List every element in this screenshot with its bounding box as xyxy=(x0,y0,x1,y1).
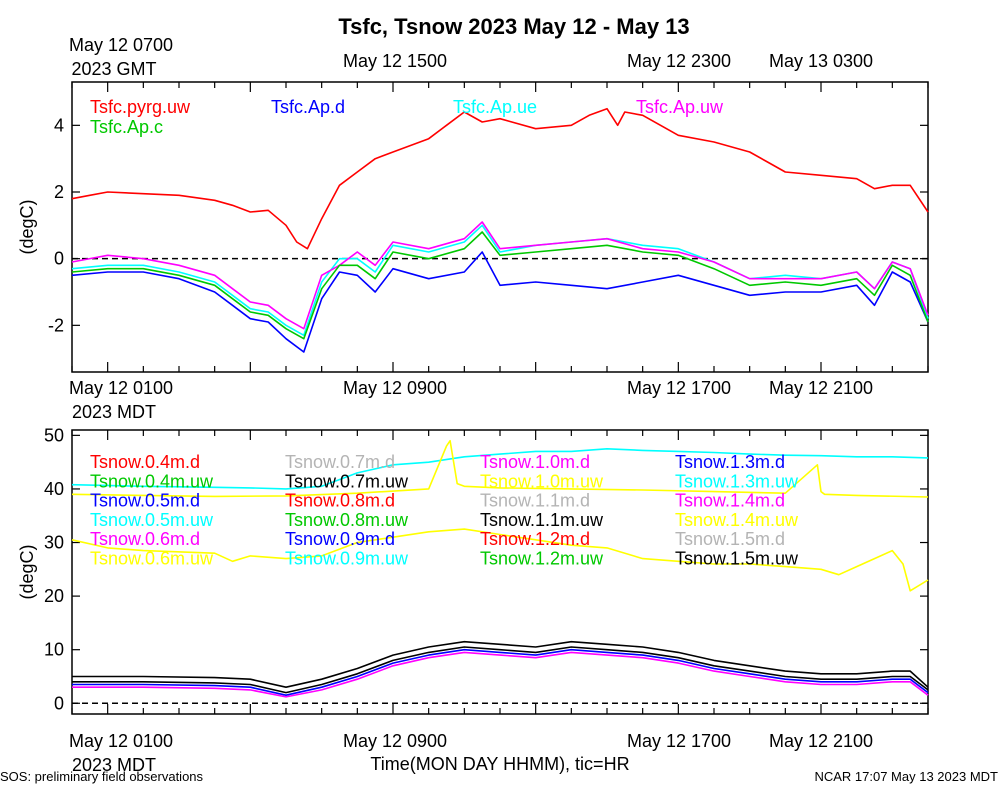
tsnow-panel: 0 10 20 30 40 50 (degC) Tsnow.0.4m.dTsnow.0.4… xyxy=(17,425,929,715)
tsnow-legend-tsnow-1-1m-d: Tsnow.1.1m.d xyxy=(480,491,590,511)
tsnow-legend-tsnow-1-1m-uw: Tsnow.1.1m.uw xyxy=(480,510,604,530)
tsnow-legend-tsnow-0-7m-uw: Tsnow.0.7m.uw xyxy=(285,471,409,491)
tsfc-plot-frame xyxy=(71,81,929,373)
tsfc-axis-ticks: -2 0 2 4 xyxy=(48,82,929,372)
tsnow-legend-tsnow-1-4m-uw: Tsnow.1.4m.uw xyxy=(675,510,799,530)
tsfc-y-tick-label: 4 xyxy=(54,115,64,135)
tsfc-series-line-tsfc-ap-c xyxy=(71,231,929,340)
tsnow-legend-tsnow-1-3m-d: Tsnow.1.3m.d xyxy=(675,452,785,472)
tsfc-y-axis-label: (degC) xyxy=(17,199,37,254)
tsfc-legend-tsfc-ap-uw: Tsfc.Ap.uw xyxy=(636,97,724,117)
top-axis-label-1: May 12 1500 xyxy=(343,51,447,71)
tsnow-y-tick-label: 20 xyxy=(44,586,64,606)
tsnow-series-line-tsnow-1-5m-uw xyxy=(72,646,929,694)
mid-axis-label-0: May 12 0100 xyxy=(69,378,173,398)
tsnow-legend-tsnow-1-0m-d: Tsnow.1.0m.d xyxy=(480,452,590,472)
tsnow-series-line-tsnow-1-4m-d xyxy=(72,651,929,698)
tsnow-legend-tsnow-0-6m-d: Tsnow.0.6m.d xyxy=(90,529,200,549)
chart-title: Tsfc, Tsnow 2023 May 12 - May 13 xyxy=(338,14,689,39)
tsnow-legend-tsnow-0-7m-d: Tsnow.0.7m.d xyxy=(285,452,395,472)
tsnow-y-tick-label: 0 xyxy=(54,693,64,713)
tsfc-series-line-tsfc-ap-ue xyxy=(71,224,929,337)
tsnow-series-line-tsnow-1-1m-uw xyxy=(72,640,929,689)
tsnow-legend-tsnow-0-4m-uw: Tsnow.0.4m.uw xyxy=(90,471,214,491)
tsfc-y-tick-label: 0 xyxy=(54,249,64,269)
tsnow-legend-tsnow-1-2m-d: Tsnow.1.2m.d xyxy=(480,529,590,549)
tsnow-legend-tsnow-0-9m-uw: Tsnow.0.9m.uw xyxy=(285,549,409,569)
tsnow-y-tick-label: 30 xyxy=(44,533,64,553)
tsfc-series-line-tsfc-pyrg-uw xyxy=(71,107,929,250)
tsnow-series-line-tsnow-0-6m-uw xyxy=(71,528,929,592)
top-axis-sublabel: 2023 GMT xyxy=(71,59,156,79)
bottom-axis-label-0: May 12 0100 xyxy=(69,731,173,751)
tsnow-legend-tsnow-0-8m-d: Tsnow.0.8m.d xyxy=(285,491,395,511)
tsnow-legend-tsnow-1-4m-d: Tsnow.1.4m.d xyxy=(675,491,785,511)
tsfc-y-tick-label: 2 xyxy=(54,182,64,202)
tsnow-legend-tsnow-0-5m-uw: Tsnow.0.5m.uw xyxy=(90,510,214,530)
tsnow-axis-ticks: 0 10 20 30 40 50 xyxy=(44,425,929,714)
tsnow-y-tick-label: 40 xyxy=(44,479,64,499)
top-axis-label-2: May 12 2300 xyxy=(627,51,731,71)
tsfc-panel: -2 0 2 4 (degC) Tsfc.pyrg.uw Tsfc.Ap.d Tsfc.A… xyxy=(17,81,929,373)
tsfc-series-line-tsfc-ap-d xyxy=(71,251,929,353)
tsnow-legend-tsnow-1-5m-uw: Tsnow.1.5m.uw xyxy=(675,549,799,569)
tsnow-legend-tsnow-0-6m-uw: Tsnow.0.6m.uw xyxy=(90,549,214,569)
tsnow-legend-tsnow-0-4m-d: Tsnow.0.4m.d xyxy=(90,452,200,472)
tsnow-series-group xyxy=(71,439,929,698)
bottom-axis-sublabel: 2023 MDT xyxy=(72,755,156,775)
tsnow-legend-tsnow-1-2m-uw: Tsnow.1.2m.uw xyxy=(480,549,604,569)
mid-axis-label-3: May 12 2100 xyxy=(769,378,873,398)
tsnow-series-line-tsnow-1-0m-uw xyxy=(71,439,929,498)
tsnow-y-axis-label: (degC) xyxy=(17,544,37,599)
tsnow-y-tick-label: 10 xyxy=(44,640,64,660)
tsnow-legend-tsnow-1-3m-uw: Tsnow.1.3m.uw xyxy=(675,471,799,491)
x-axis-label: Time(MON DAY HHMM), tic=HR xyxy=(370,754,629,774)
tsfc-legend: Tsfc.pyrg.uw Tsfc.Ap.d Tsfc.Ap.ue Tsfc.Ap.u… xyxy=(90,97,724,137)
tsnow-legend: Tsnow.0.4m.dTsnow.0.4m.uwTsnow.0.5m.dTsn… xyxy=(90,452,799,569)
tsnow-legend-tsnow-1-0m-uw: Tsnow.1.0m.uw xyxy=(480,471,604,491)
tsfc-legend-tsfc-ap-c: Tsfc.Ap.c xyxy=(90,117,163,137)
bottom-axis-label-2: May 12 1700 xyxy=(627,731,731,751)
tsnow-legend-tsnow-1-5m-d: Tsnow.1.5m.d xyxy=(675,529,785,549)
footer-right: NCAR 17:07 May 13 2023 MDT xyxy=(814,769,998,784)
top-axis-label-3: May 13 0300 xyxy=(769,51,873,71)
tsfc-series-line-tsfc-ap-uw xyxy=(71,221,929,330)
tsnow-legend-tsnow-0-5m-d: Tsnow.0.5m.d xyxy=(90,491,200,511)
mid-axis-label-1: May 12 0900 xyxy=(343,378,447,398)
tsfc-legend-tsfc-pyrg-uw: Tsfc.pyrg.uw xyxy=(90,97,191,117)
tsfc-series-group xyxy=(71,107,929,353)
tsnow-series-line-tsnow-1-3m-d xyxy=(72,648,929,697)
tsfc-y-tick-label: -2 xyxy=(48,315,64,335)
mid-axis-sublabel: 2023 MDT xyxy=(72,402,156,422)
mid-axis-label-2: May 12 1700 xyxy=(627,378,731,398)
footer-left: SOS: preliminary field observations xyxy=(0,769,204,784)
tsnow-legend-tsnow-0-8m-uw: Tsnow.0.8m.uw xyxy=(285,510,409,530)
tsfc-legend-tsfc-ap-ue: Tsfc.Ap.ue xyxy=(453,97,537,117)
top-axis-label-0: May 12 0700 xyxy=(69,35,173,55)
tsnow-y-tick-label: 50 xyxy=(44,425,64,445)
tsfc-legend-tsfc-ap-d: Tsfc.Ap.d xyxy=(271,97,345,117)
bottom-axis-label-3: May 12 2100 xyxy=(769,731,873,751)
tsnow-legend-tsnow-0-9m-d: Tsnow.0.9m.d xyxy=(285,529,395,549)
bottom-axis-label-1: May 12 0900 xyxy=(343,731,447,751)
tsnow-series-line-tsnow-0-9m-uw xyxy=(71,447,929,490)
